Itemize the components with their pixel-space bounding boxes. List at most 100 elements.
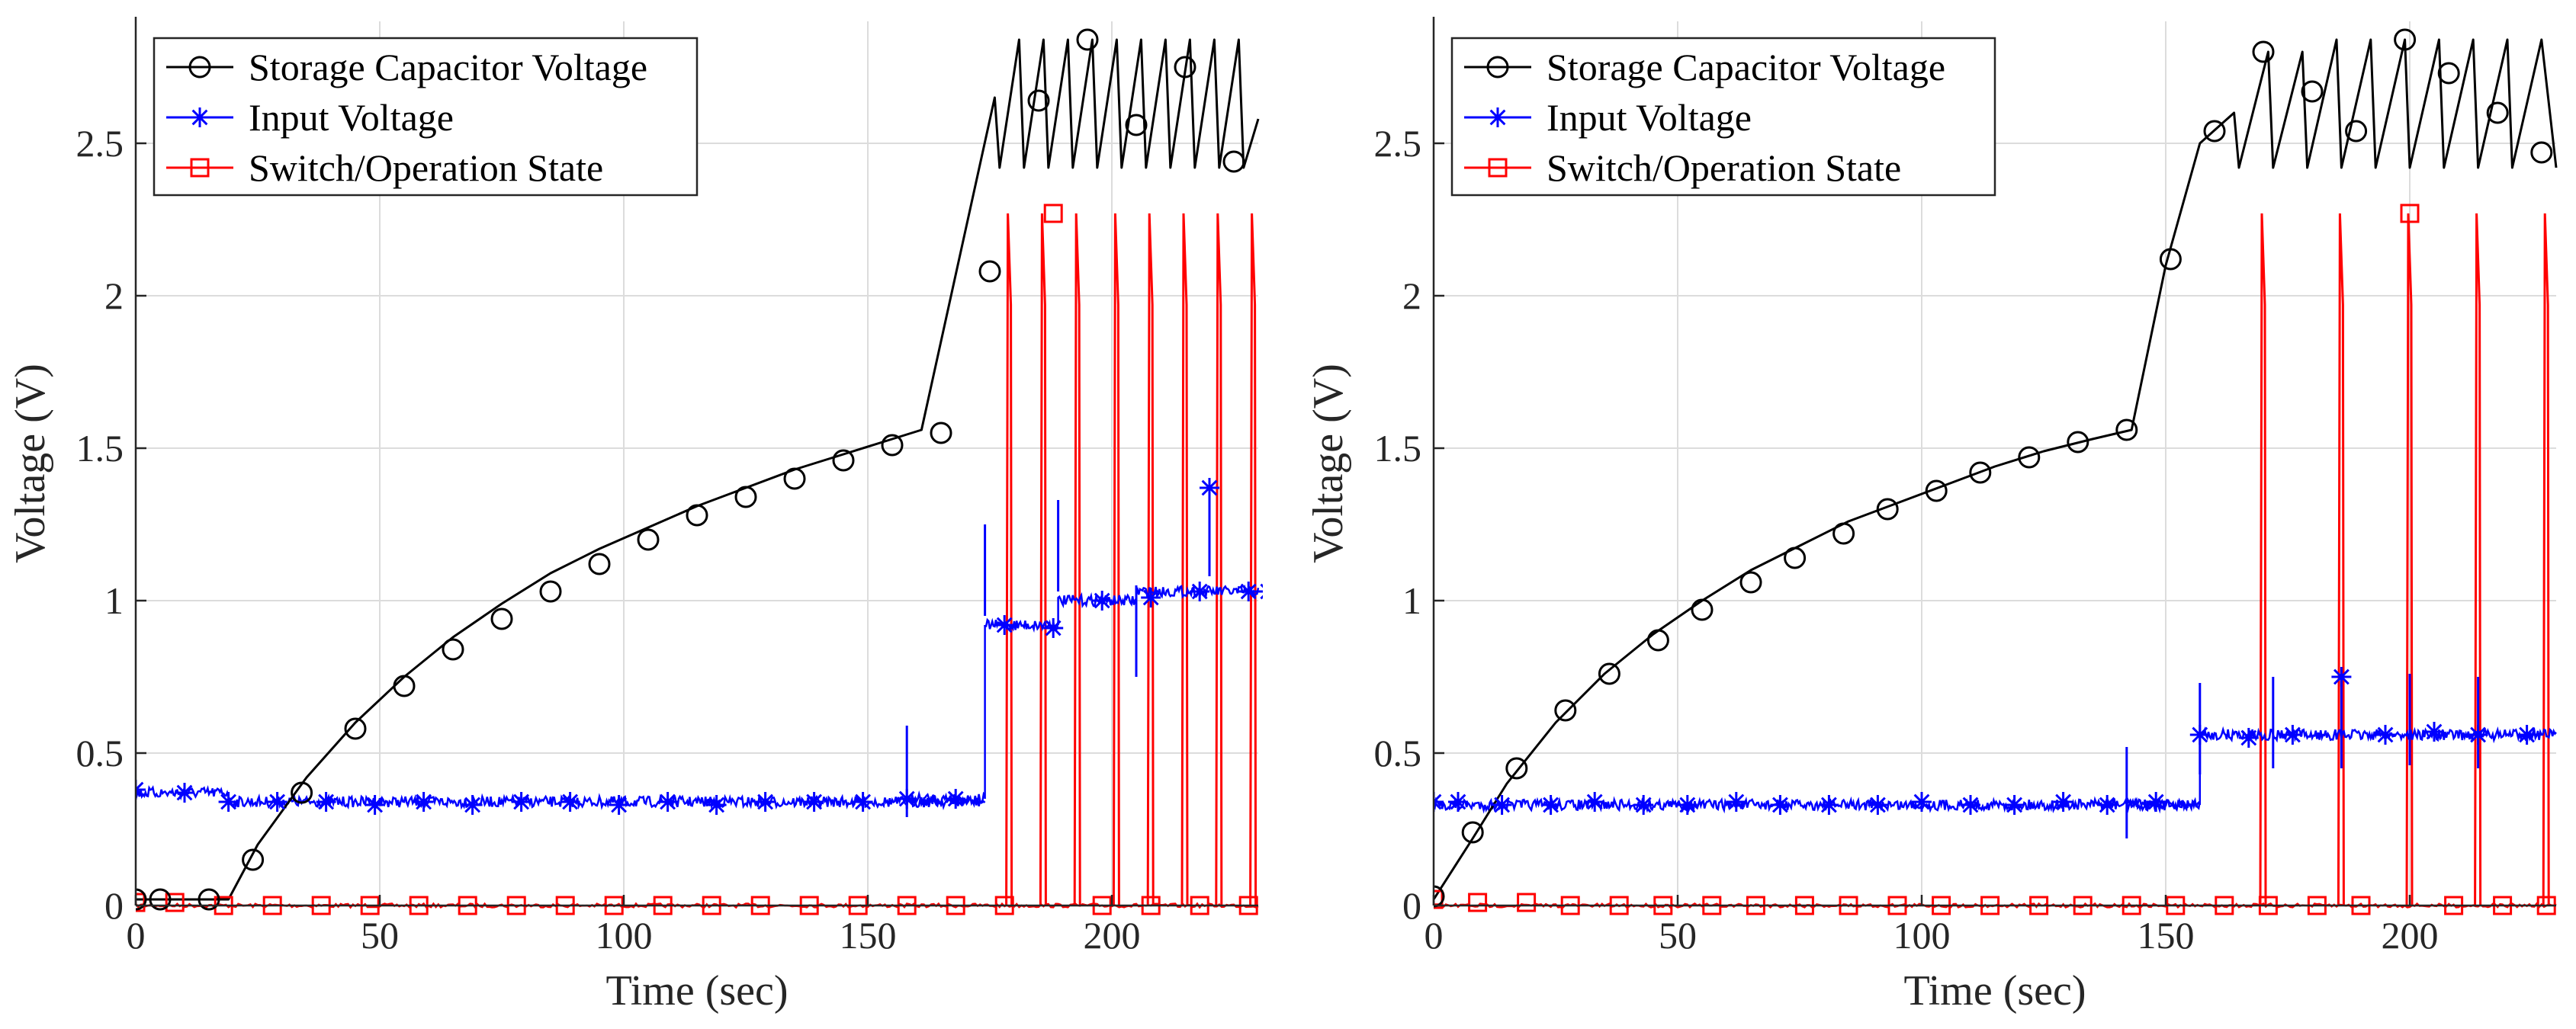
input-marker	[2375, 725, 2395, 745]
capacitor-marker	[1646, 629, 1669, 652]
input-marker	[1448, 792, 1468, 812]
capacitor-marker	[393, 675, 416, 697]
switch-pulse	[1249, 213, 1257, 906]
switch-pulse	[2337, 213, 2345, 906]
legend-marker	[1488, 158, 1508, 178]
input-marker	[897, 789, 917, 809]
switch-marker	[1043, 204, 1063, 223]
switch-marker	[1517, 893, 1537, 912]
input-marker	[1819, 795, 1839, 815]
legend-label: Switch/Operation State	[249, 146, 603, 189]
input-marker	[511, 792, 532, 812]
input-marker	[1677, 795, 1698, 815]
legend: Storage Capacitor Voltage Input Voltage Sw…	[1450, 37, 1996, 197]
capacitor-marker	[2018, 446, 2041, 469]
input-marker	[1585, 792, 1605, 812]
input-marker	[2468, 725, 2488, 745]
y-tick-label: 0	[1402, 884, 1421, 927]
capacitor-voltage-line	[1434, 38, 2558, 900]
capacitor-marker	[291, 781, 313, 804]
capacitor-marker	[1174, 56, 1196, 79]
capacitor-marker	[832, 449, 855, 472]
input-marker	[657, 792, 678, 812]
capacitor-marker	[2530, 141, 2553, 164]
capacitor-voltage-line	[136, 38, 1260, 901]
capacitor-marker	[1784, 547, 1807, 569]
input-marker	[946, 789, 966, 809]
input-voltage-line	[1434, 726, 2557, 814]
y-tick-label: 1.5	[1374, 427, 1422, 470]
input-marker	[1043, 618, 1064, 638]
switch-pulse	[2542, 213, 2550, 906]
y-tick-label: 2	[1402, 274, 1421, 317]
input-marker	[1200, 478, 1219, 498]
y-tick-label: 1.5	[76, 427, 124, 470]
legend-marker	[190, 158, 210, 178]
legend: Storage Capacitor Voltage Input Voltage Sw…	[153, 37, 699, 197]
legend-box	[153, 37, 699, 197]
x-tick-label: 50	[1659, 914, 1697, 957]
capacitor-marker	[930, 422, 952, 444]
input-marker	[2517, 725, 2537, 745]
capacitor-marker	[783, 467, 806, 490]
capacitor-marker	[637, 528, 660, 551]
y-tick-label: 2.5	[1374, 122, 1422, 165]
legend-label: Storage Capacitor Voltage	[1547, 46, 1945, 88]
input-marker	[1257, 583, 1263, 600]
capacitor-marker	[686, 504, 708, 527]
switch-pulse	[2405, 213, 2414, 906]
switch-pulse	[1073, 213, 1081, 906]
input-marker	[2053, 792, 2073, 812]
switch-pulse	[1146, 213, 1155, 906]
capacitor-marker	[2345, 120, 2368, 143]
capacitor-marker	[442, 638, 464, 661]
input-marker	[2331, 667, 2352, 687]
input-marker	[267, 792, 287, 812]
capacitor-marker	[1505, 757, 1528, 780]
input-marker	[994, 615, 1015, 635]
input-marker	[175, 783, 194, 803]
x-axis-label: Time (sec)	[605, 967, 788, 1015]
input-marker	[804, 792, 824, 812]
x-tick-label: 100	[1893, 914, 1951, 957]
capacitor-marker	[2437, 62, 2460, 85]
input-marker	[1726, 792, 1746, 812]
input-marker	[2189, 725, 2210, 745]
capacitor-marker	[978, 260, 1001, 283]
capacitor-marker	[2301, 80, 2324, 103]
capacitor-marker	[1268, 100, 1288, 120]
capacitor-marker	[1876, 498, 1899, 521]
y-tick-label: 2.5	[76, 122, 124, 165]
capacitor-marker	[2203, 120, 2226, 143]
switch-pulse	[1112, 213, 1120, 906]
legend-marker	[1488, 107, 1508, 127]
capacitor-marker	[2067, 431, 2089, 454]
legend-label: Storage Capacitor Voltage	[249, 46, 647, 88]
input-marker	[755, 792, 776, 812]
legend-marker	[188, 56, 211, 79]
switch-pulse	[1039, 213, 1047, 906]
capacitor-marker	[1027, 89, 1050, 112]
y-tick-label: 1	[1402, 579, 1421, 622]
input-marker	[1633, 795, 1654, 815]
legend-marker	[1486, 56, 1509, 79]
y-tick-label: 0.5	[1374, 732, 1422, 774]
capacitor-marker	[2159, 248, 2182, 271]
input-marker	[1492, 795, 1512, 815]
legend-label: Input Voltage	[1547, 96, 1752, 139]
capacitor-marker	[136, 888, 147, 911]
x-tick-label: 0	[1425, 914, 1444, 957]
x-tick-label: 0	[127, 914, 146, 957]
x-tick-label: 150	[2138, 914, 2195, 957]
input-marker	[853, 792, 873, 812]
x-tick-label: 200	[1084, 914, 1141, 957]
capacitor-marker	[1598, 662, 1620, 685]
switch-marker	[2400, 204, 2420, 223]
y-axis-label: Voltage (V)	[1305, 364, 1352, 563]
input-marker	[1961, 795, 1980, 815]
input-marker	[2282, 725, 2303, 745]
input-marker	[2424, 722, 2444, 742]
x-tick-label: 200	[2382, 914, 2439, 957]
capacitor-marker	[2394, 28, 2417, 51]
